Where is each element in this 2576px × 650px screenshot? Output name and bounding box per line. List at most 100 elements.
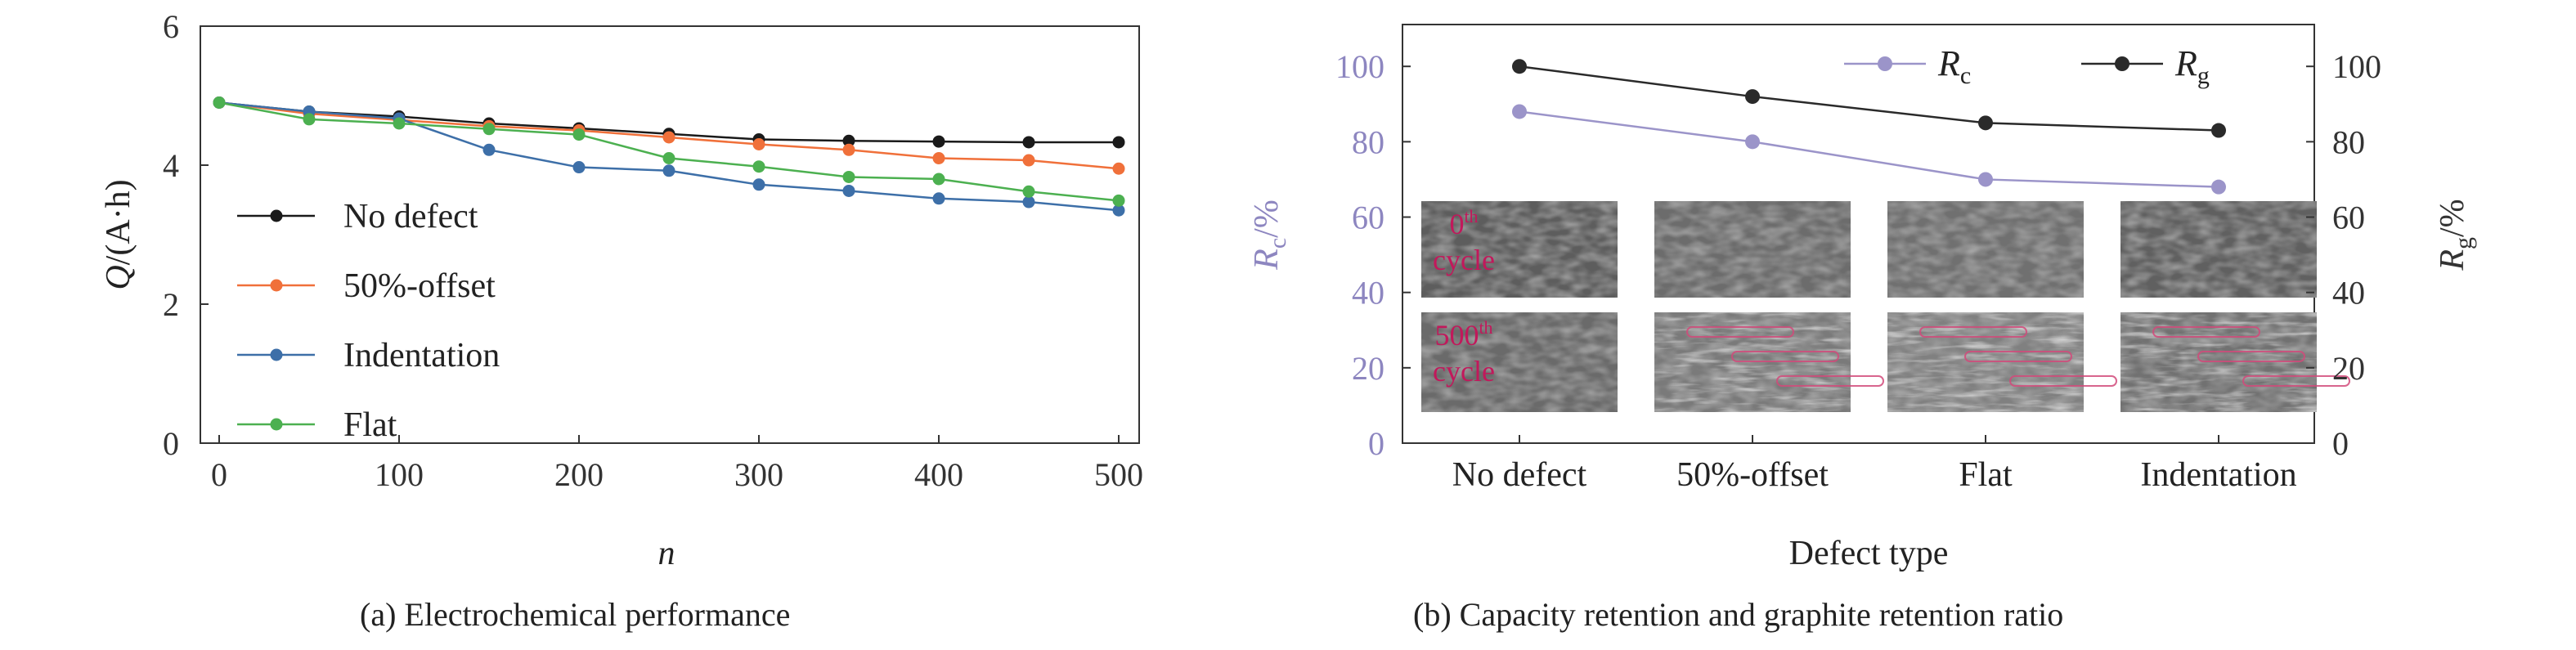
legend-entry: Rg [2081, 43, 2210, 89]
data-point [662, 164, 675, 177]
data-point [393, 117, 406, 130]
x-tick-label: 100 [375, 456, 424, 493]
data-point [1022, 195, 1035, 208]
data-point [303, 113, 316, 126]
legend-marker [270, 418, 283, 431]
right-y-tick-label: 20 [2332, 350, 2365, 387]
inset-row-label: 0th cycle [1433, 206, 1495, 276]
right-y-tick-label: 40 [2332, 275, 2365, 312]
cycle-word: cycle [1433, 355, 1495, 388]
defect-highlight [2009, 375, 2117, 387]
right-y-tick-label: 60 [2332, 199, 2365, 236]
panel-b-right-y-axis: 0 20 40 60 80 100 [2306, 48, 2381, 462]
series-rc [1512, 104, 2226, 195]
panel-a-y-axis: 0 2 4 6 [163, 8, 209, 462]
data-point [482, 123, 496, 136]
x-tick-label: Indentation [2140, 456, 2296, 494]
data-point [662, 152, 675, 164]
x-tick-label: 200 [554, 456, 604, 493]
legend-label: Flat [343, 406, 397, 444]
defect-highlight [1776, 375, 1884, 387]
y-tick-label: 6 [163, 8, 179, 45]
cycle-word: cycle [1433, 244, 1495, 276]
panel-a-x-axis-label: n [658, 535, 675, 572]
axis-label-symbol: R [1248, 249, 1286, 271]
data-point [572, 128, 586, 141]
panel-a-y-axis-label: Q/(A·h) [100, 179, 137, 289]
data-point [1112, 136, 1125, 149]
left-y-tick-label: 20 [1352, 350, 1384, 387]
x-tick-label: 300 [734, 456, 783, 493]
x-tick-label: 500 [1094, 456, 1143, 493]
inset-row-label-cycle-number: 500th [1434, 317, 1492, 352]
legend-entry: Flat [237, 406, 397, 444]
defect-highlight [2197, 351, 2305, 362]
left-y-tick-label: 60 [1352, 199, 1384, 236]
defect-highlight [1686, 326, 1794, 338]
y-tick-label: 2 [163, 286, 179, 323]
y-tick-label: 4 [163, 147, 179, 184]
data-point [482, 143, 496, 156]
x-tick-label: 50%-offset [1676, 456, 1829, 494]
data-point [572, 161, 586, 174]
data-point [1512, 59, 1527, 74]
micrograph-texture [1887, 201, 2084, 298]
defect-highlight [2152, 326, 2260, 338]
legend-entry: No defect [237, 198, 478, 235]
legend-label: Rc [1937, 43, 1971, 89]
data-point [752, 138, 765, 150]
legend-subscript: c [1960, 62, 1971, 89]
defect-highlight [1731, 351, 1839, 362]
cycle-ordinal: th [1464, 206, 1478, 226]
series-line [1519, 65, 2219, 132]
legend-label: Indentation [343, 337, 500, 374]
cycle-ordinal: th [1479, 317, 1492, 338]
defect-highlight [2242, 375, 2350, 387]
axis-label-symbol: R [2434, 249, 2471, 271]
micrograph-texture [2120, 201, 2317, 298]
right-y-tick-label: 80 [2332, 123, 2365, 160]
data-point [1022, 154, 1035, 167]
legend-entry: 50%-offset [237, 267, 496, 305]
x-tick-label: 400 [914, 456, 963, 493]
left-y-tick-label: 40 [1352, 275, 1384, 312]
axis-label-unit: /% [2434, 199, 2471, 237]
legend-label: 50%-offset [343, 267, 496, 305]
panel-a-series [213, 96, 1125, 217]
data-point [1112, 194, 1125, 207]
panel-b-right-y-axis-label: Rg/% [2434, 199, 2477, 271]
data-point [1978, 115, 1993, 131]
defect-highlight [1964, 351, 2072, 362]
x-tick-label: Flat [1959, 456, 2013, 494]
micrograph-cycle-500 [1887, 312, 2117, 412]
data-point [932, 152, 945, 164]
data-point [1745, 89, 1760, 105]
micrograph-cycle-0 [2120, 201, 2317, 298]
legend-marker [1878, 56, 1892, 71]
data-point [662, 131, 675, 144]
micrograph-cycle-500 [1654, 312, 1884, 412]
data-point [2211, 179, 2226, 195]
panel-b-legend: Rc Rg [1844, 43, 2210, 89]
data-point [1745, 134, 1760, 150]
left-y-tick-label: 0 [1368, 425, 1384, 462]
data-point [932, 173, 945, 186]
data-point [1978, 172, 1993, 187]
micrograph-cycle-500 [1421, 312, 1618, 412]
data-point [842, 170, 855, 183]
defect-highlight [1919, 326, 2027, 338]
micrograph-cycle-0 [1654, 201, 1851, 298]
micrograph-texture [1421, 201, 1618, 298]
legend-symbol: R [1937, 43, 1960, 83]
panel-a-legend: No defect 50%-offset Indentation Flat [237, 198, 500, 444]
data-point [842, 184, 855, 197]
panel-b-caption: (b) Capacity retention and graphite rete… [1413, 596, 2064, 633]
left-y-tick-label: 80 [1352, 123, 1384, 160]
micrograph-texture [1421, 312, 1618, 412]
data-point [752, 178, 765, 191]
inset-row-label-cycle-number: 0th [1449, 206, 1478, 240]
data-point [932, 192, 945, 205]
